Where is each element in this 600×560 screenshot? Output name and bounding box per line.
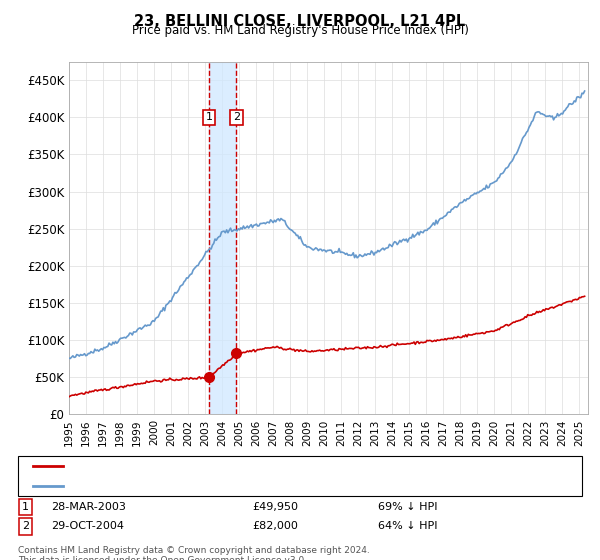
Text: 2: 2 xyxy=(233,113,240,122)
Text: £49,950: £49,950 xyxy=(252,502,298,512)
Text: Contains HM Land Registry data © Crown copyright and database right 2024.
This d: Contains HM Land Registry data © Crown c… xyxy=(18,546,370,560)
Text: £82,000: £82,000 xyxy=(252,521,298,531)
Text: 1: 1 xyxy=(22,502,29,512)
Bar xyxy=(209,62,236,414)
Text: 28-MAR-2003: 28-MAR-2003 xyxy=(51,502,126,512)
Text: 29-OCT-2004: 29-OCT-2004 xyxy=(51,521,124,531)
Text: 23, BELLINI CLOSE, LIVERPOOL, L21 4PL (detached house): 23, BELLINI CLOSE, LIVERPOOL, L21 4PL (d… xyxy=(69,461,394,471)
Text: Price paid vs. HM Land Registry's House Price Index (HPI): Price paid vs. HM Land Registry's House … xyxy=(131,24,469,37)
Text: 64% ↓ HPI: 64% ↓ HPI xyxy=(378,521,437,531)
Text: 1: 1 xyxy=(206,113,212,122)
Text: 2: 2 xyxy=(22,521,29,531)
Text: 23, BELLINI CLOSE, LIVERPOOL, L21 4PL: 23, BELLINI CLOSE, LIVERPOOL, L21 4PL xyxy=(134,14,466,29)
Text: 69% ↓ HPI: 69% ↓ HPI xyxy=(378,502,437,512)
Text: HPI: Average price, detached house, Sefton: HPI: Average price, detached house, Seft… xyxy=(69,481,311,491)
